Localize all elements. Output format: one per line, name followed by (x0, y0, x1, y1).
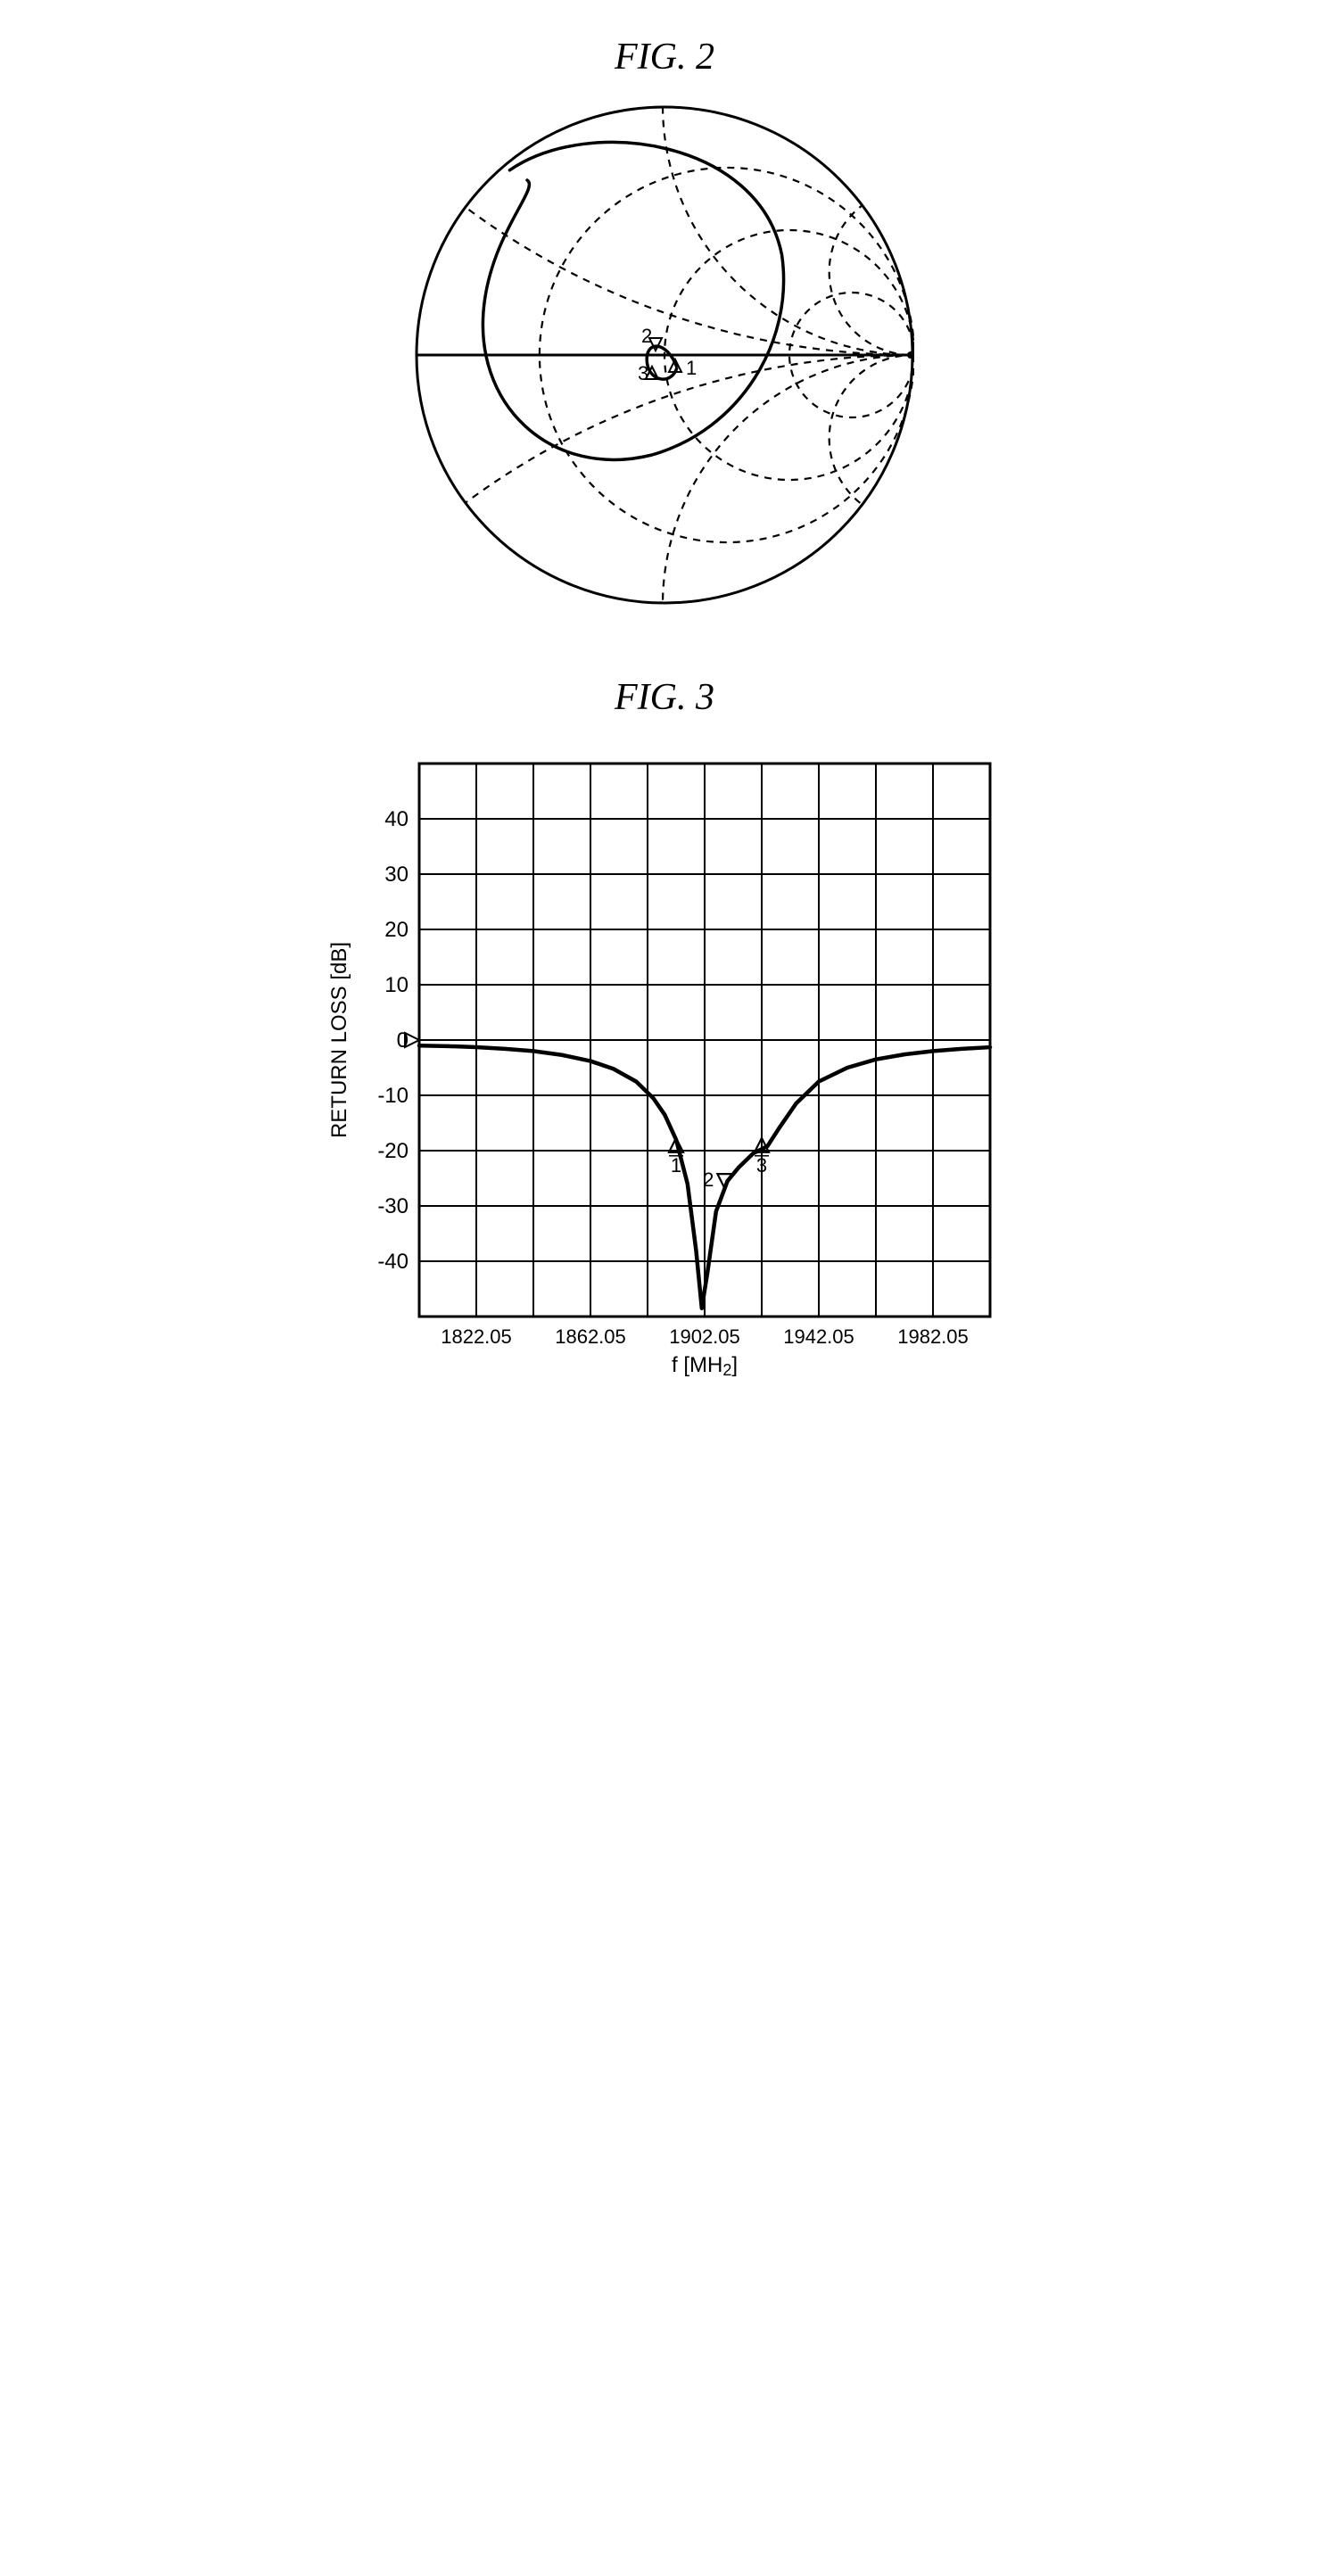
svg-text:3: 3 (638, 362, 648, 384)
figure-2-title: FIG. 2 (615, 36, 714, 78)
svg-text:2: 2 (641, 325, 652, 347)
svg-text:RETURN LOSS [dB]: RETURN LOSS [dB] (327, 942, 351, 1138)
svg-text:40: 40 (384, 807, 409, 831)
svg-text:1982.05: 1982.05 (897, 1325, 969, 1348)
svg-text:1: 1 (686, 357, 697, 379)
svg-text:1942.05: 1942.05 (783, 1325, 854, 1348)
svg-text:20: 20 (384, 918, 409, 942)
svg-text:-10: -10 (377, 1084, 409, 1108)
svg-text:-30: -30 (377, 1194, 409, 1218)
svg-text:f [MH2]: f [MH2] (672, 1353, 738, 1379)
smith-chart: 1 2 3 (415, 105, 914, 605)
svg-text:1: 1 (671, 1154, 681, 1177)
return-loss-chart: 40 30 20 10 0 -10 -20 -30 -40 1822.05 1862.05 1902.… (321, 746, 1008, 1388)
figure-2: FIG. 2 1 2 3 (343, 36, 986, 605)
svg-text:2: 2 (703, 1168, 714, 1191)
svg-text:-40: -40 (377, 1250, 409, 1274)
svg-text:1862.05: 1862.05 (555, 1325, 626, 1348)
svg-text:1902.05: 1902.05 (669, 1325, 740, 1348)
figure-3: FIG. 3 40 30 20 10 0 -10 -20 -30 -40 1822.05 1862.… (343, 676, 986, 1388)
svg-text:-20: -20 (377, 1139, 409, 1163)
svg-text:30: 30 (384, 863, 409, 887)
svg-text:3: 3 (756, 1154, 767, 1177)
svg-text:1822.05: 1822.05 (441, 1325, 512, 1348)
svg-text:0: 0 (397, 1028, 409, 1053)
figure-3-title: FIG. 3 (615, 676, 714, 719)
svg-text:10: 10 (384, 973, 409, 997)
